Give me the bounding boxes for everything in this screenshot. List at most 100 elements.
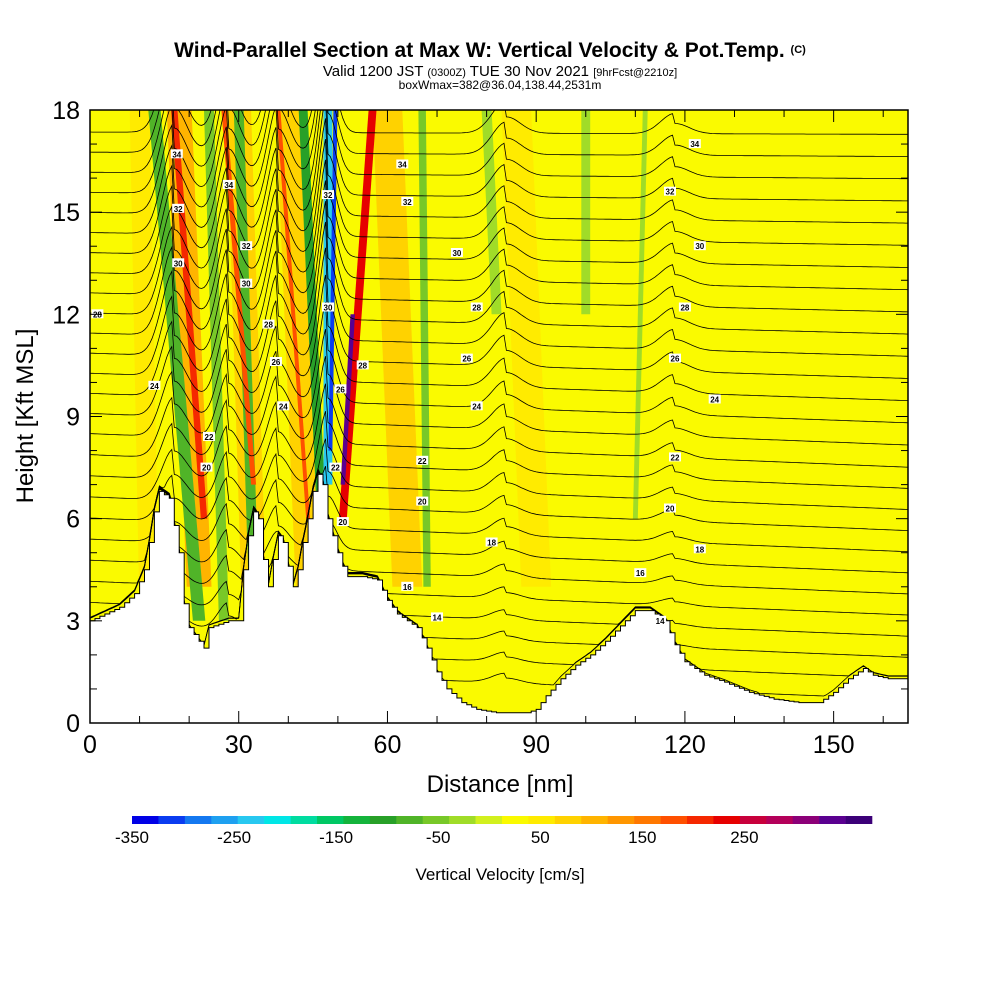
colorbar-swatch bbox=[660, 816, 688, 824]
colorbar-swatch bbox=[158, 816, 186, 824]
contour-label: 30 bbox=[324, 304, 333, 313]
contour-label: 34 bbox=[398, 161, 407, 170]
contour-label-box bbox=[200, 462, 213, 472]
contour-label: 18 bbox=[695, 545, 704, 554]
terrain-mask bbox=[90, 473, 908, 723]
contour-label: 34 bbox=[172, 150, 181, 159]
colorbar-swatch bbox=[819, 816, 846, 824]
colorbar-swatch bbox=[132, 816, 159, 824]
contour-label: 28 bbox=[472, 304, 481, 313]
colorbar-tick-label: 150 bbox=[628, 828, 656, 847]
contour-label: 18 bbox=[487, 539, 496, 548]
y-tick-label: 15 bbox=[52, 199, 80, 227]
plot-area: 34 32 30 34 32 30 28 26 24 24 22 20 32 30 26 28 22 20 34 32… bbox=[90, 110, 908, 723]
contour-label-box bbox=[356, 360, 369, 370]
contour-label: 26 bbox=[336, 385, 345, 394]
colorbar-swatch bbox=[317, 816, 344, 824]
contour-label-box bbox=[322, 190, 334, 200]
downdraft-band bbox=[581, 110, 591, 315]
contour-label: 26 bbox=[671, 355, 680, 364]
contour-label-box bbox=[269, 357, 282, 366]
isentrope bbox=[90, 118, 908, 246]
contour-label: 26 bbox=[271, 358, 280, 367]
updraft-band bbox=[129, 110, 160, 621]
x-tick-label: 120 bbox=[664, 731, 706, 759]
contour-label-box bbox=[664, 503, 676, 513]
chart-max-w-note: boxWmax=382@36.04,138.44,2531m bbox=[399, 78, 602, 92]
contour-label-box bbox=[654, 615, 667, 625]
colorbar-swatch bbox=[475, 816, 503, 824]
contour-label-box bbox=[172, 258, 185, 268]
isentrope bbox=[90, 438, 908, 531]
strong-downdraft bbox=[328, 110, 338, 451]
contour-label: 30 bbox=[174, 259, 183, 268]
contour-label-box bbox=[148, 380, 161, 390]
isentrope bbox=[90, 110, 908, 135]
colorbar-swatch bbox=[607, 816, 635, 824]
contour-label: 32 bbox=[403, 198, 412, 207]
contour-label-box bbox=[222, 179, 235, 189]
colorbar-swatch bbox=[396, 816, 424, 824]
colorbar-swatch bbox=[845, 816, 873, 824]
contour-label: 24 bbox=[150, 382, 159, 391]
colorbar-tick-label: -250 bbox=[217, 828, 251, 847]
contour-label: 32 bbox=[174, 205, 183, 214]
x-tick-label: 60 bbox=[374, 731, 402, 759]
contour-label-box bbox=[678, 302, 691, 312]
contour-label-box bbox=[431, 612, 443, 622]
colorbar-swatch bbox=[502, 816, 529, 824]
contour-label: 28 bbox=[358, 361, 367, 370]
theta-contours bbox=[90, 110, 908, 697]
contour-label-box bbox=[450, 248, 463, 257]
theta-contour-labels: 34 32 30 34 32 30 28 26 24 24 22 20 32 30 26 28 22 20 34 32… bbox=[91, 139, 721, 626]
contour-label-box bbox=[470, 401, 483, 411]
contour-label-box bbox=[688, 139, 701, 149]
x-tick-label: 30 bbox=[225, 731, 253, 759]
isentrope bbox=[90, 221, 908, 357]
colorbar-swatch bbox=[554, 816, 582, 824]
y-tick-label: 0 bbox=[66, 710, 80, 738]
contour-label-box bbox=[708, 394, 721, 404]
isentrope bbox=[90, 466, 908, 553]
contour-label-box bbox=[669, 353, 681, 363]
colorbar-swatch bbox=[766, 816, 794, 824]
colorbar-tick-label: -150 bbox=[319, 828, 353, 847]
updraft-band bbox=[501, 110, 552, 587]
colorbar-tick-label: 250 bbox=[730, 828, 758, 847]
contour-label-box bbox=[172, 203, 185, 213]
chart-title: Wind-Parallel Section at Max W: Vertical… bbox=[174, 39, 806, 62]
isentrope bbox=[90, 411, 908, 510]
contour-label: 16 bbox=[636, 569, 645, 578]
colorbar-tick-label: -350 bbox=[115, 828, 149, 847]
contour-label: 32 bbox=[242, 242, 251, 251]
y-tick-label: 12 bbox=[52, 301, 80, 329]
contour-label: 28 bbox=[264, 321, 273, 330]
isentrope bbox=[90, 110, 908, 224]
y-tick-label: 9 bbox=[66, 404, 80, 432]
contour-label: 20 bbox=[338, 518, 347, 527]
contour-label-box bbox=[693, 241, 706, 251]
isentrope bbox=[90, 139, 908, 268]
contour-label-box bbox=[240, 241, 253, 251]
contour-label: 30 bbox=[695, 242, 704, 251]
colorbar-swatch bbox=[211, 816, 239, 824]
colorbar-tick-label: -50 bbox=[426, 828, 451, 847]
isentrope bbox=[90, 201, 908, 335]
colorbar-swatch bbox=[687, 816, 714, 824]
isentrope bbox=[90, 274, 908, 402]
colorbar-swatch bbox=[739, 816, 767, 824]
contour-label-box bbox=[416, 496, 429, 506]
colorbar-tick-label: 50 bbox=[531, 828, 550, 847]
contour-label: 30 bbox=[452, 249, 461, 258]
contour-label: 28 bbox=[680, 304, 689, 313]
y-tick-label: 6 bbox=[66, 506, 80, 534]
contour-label-box bbox=[322, 302, 334, 312]
colorbar-tick-labels: -350 -250 -150 -50 50 150 250 bbox=[115, 828, 759, 847]
colorbar-swatch bbox=[528, 816, 556, 824]
isentrope bbox=[90, 356, 908, 468]
downdraft-band bbox=[481, 110, 502, 315]
chart-subtitle: Valid 1200 JST (0300Z) TUE 30 Nov 2021 [… bbox=[323, 63, 677, 80]
contour-label: 30 bbox=[242, 280, 251, 289]
contour-label: 16 bbox=[403, 583, 412, 592]
contour-label: 34 bbox=[690, 140, 699, 149]
